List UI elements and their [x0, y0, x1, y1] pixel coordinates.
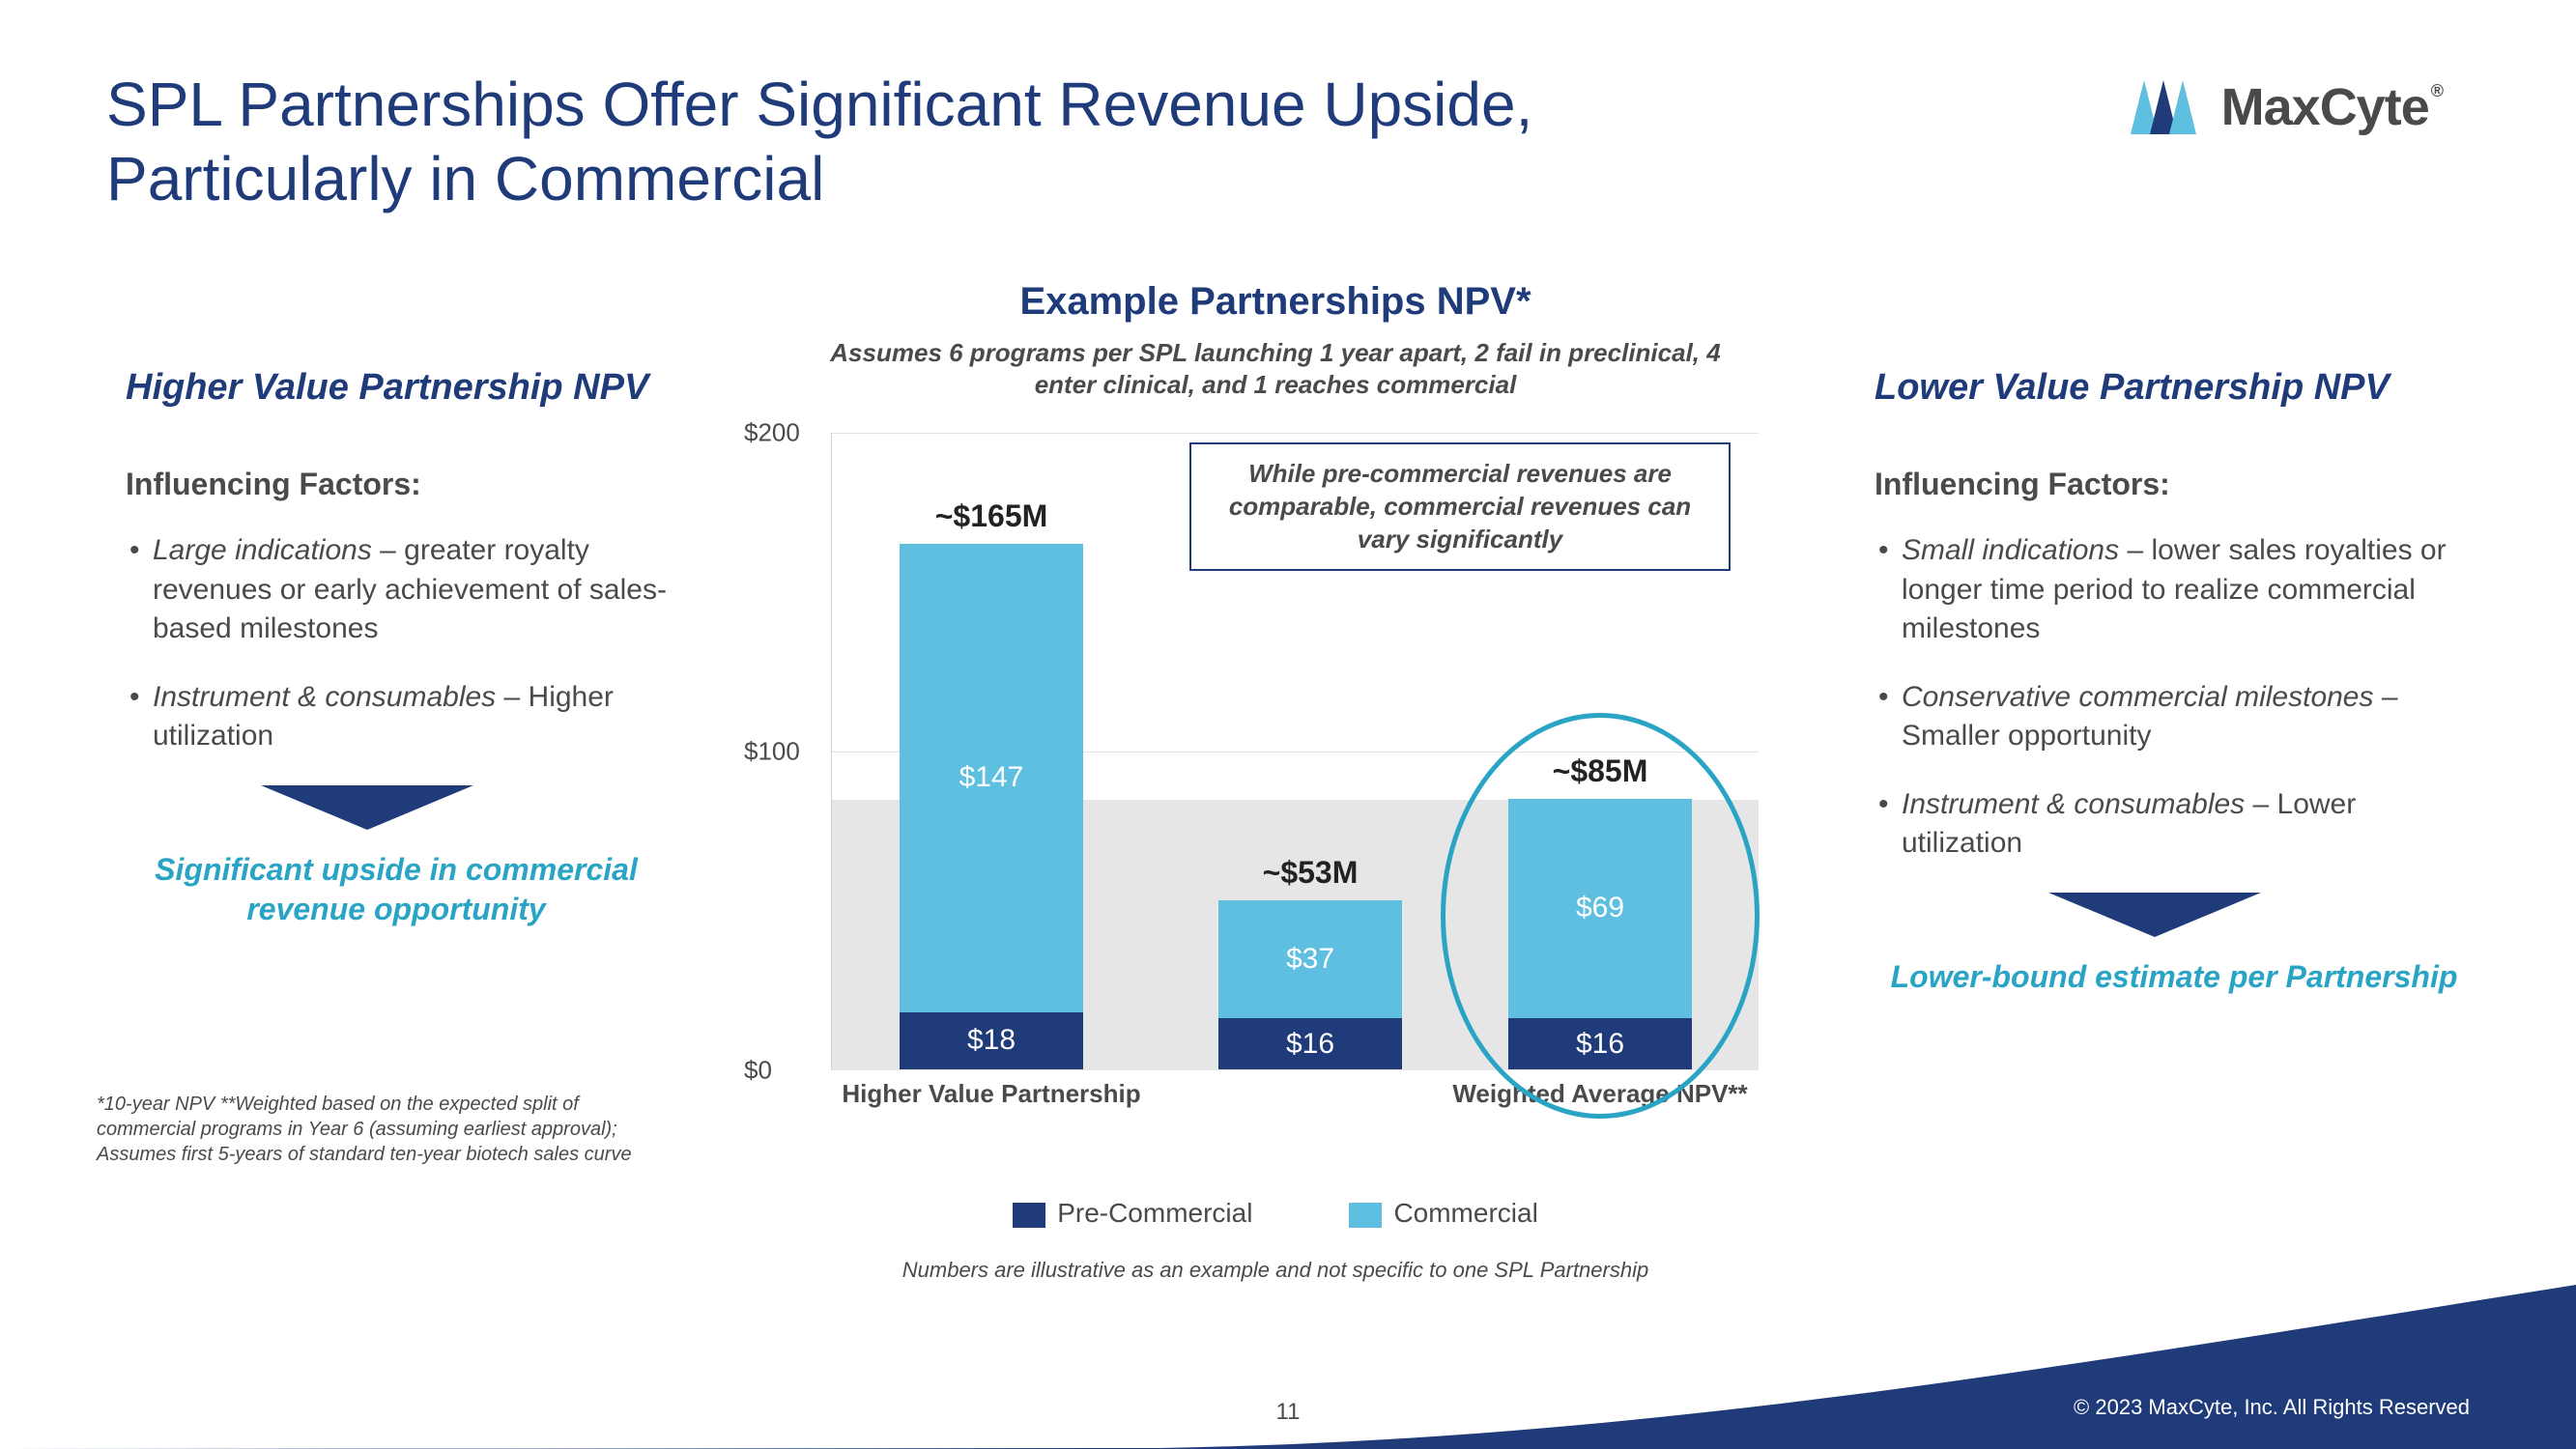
- copyright: © 2023 MaxCyte, Inc. All Rights Reserved: [2074, 1395, 2470, 1420]
- page-title: SPL Partnerships Offer Significant Reven…: [106, 68, 1701, 216]
- left-column: Higher Value Partnership NPV Influencing…: [126, 367, 667, 930]
- page-number: 11: [1276, 1399, 1301, 1426]
- bar-seg-commercial: $37: [1218, 900, 1402, 1018]
- left-col-title: Higher Value Partnership NPV: [126, 367, 667, 409]
- logo-mark-icon: [2131, 80, 2208, 134]
- bar-x-label: Higher Value Partnership: [837, 1069, 1146, 1109]
- right-bullet-3: Instrument & consumables – Lower utiliza…: [1875, 785, 2474, 864]
- logo-text: MaxCyte®: [2221, 77, 2441, 137]
- y-axis-label: $100: [744, 737, 800, 767]
- y-axis-label: $0: [744, 1056, 772, 1086]
- chart-title: Example Partnerships NPV*: [754, 280, 1797, 324]
- bar-total-label: ~$165M: [900, 498, 1083, 534]
- right-column: Lower Value Partnership NPV Influencing …: [1875, 367, 2474, 997]
- left-bullet-2: Instrument & consumables – Higher utiliz…: [126, 678, 667, 756]
- left-callout: Significant upside in commercial revenue…: [126, 850, 667, 930]
- right-factors-heading: Influencing Factors:: [1875, 467, 2474, 502]
- right-col-title: Lower Value Partnership NPV: [1875, 367, 2474, 409]
- bar-seg-commercial: $147: [900, 544, 1083, 1012]
- chart-region: Example Partnerships NPV* Assumes 6 prog…: [754, 280, 1797, 1283]
- right-bullet-1: Small indications – lower sales royaltie…: [1875, 531, 2474, 649]
- bar-group: $37$16~$53M: [1218, 900, 1402, 1069]
- legend-commercial: Commercial: [1349, 1198, 1537, 1229]
- legend-precommercial: Pre-Commercial: [1013, 1198, 1252, 1229]
- chart-annotation-box: While pre-commercial revenues are compar…: [1189, 442, 1731, 571]
- y-axis-label: $200: [744, 418, 800, 448]
- arrow-down-icon: [261, 785, 667, 835]
- bar-seg-precommercial: $16: [1218, 1018, 1402, 1069]
- logo: MaxCyte®: [2131, 77, 2441, 137]
- bar-x-label: [1156, 1069, 1465, 1079]
- chart-plot: $147$18~$165MHigher Value Partnership$37…: [754, 413, 1797, 1148]
- right-bullet-2: Conservative commercial milestones – Sma…: [1875, 678, 2474, 756]
- left-factors-heading: Influencing Factors:: [126, 467, 667, 502]
- bar-seg-precommercial: $18: [900, 1012, 1083, 1069]
- arrow-down-icon: [2048, 893, 2474, 942]
- bar-total-label: ~$53M: [1218, 855, 1402, 891]
- highlight-ellipse: [1441, 713, 1760, 1119]
- left-bullet-1: Large indications – greater royalty reve…: [126, 531, 667, 649]
- bar-group: $147$18~$165MHigher Value Partnership: [900, 544, 1083, 1069]
- footnote-left: *10-year NPV **Weighted based on the exp…: [97, 1092, 676, 1167]
- right-callout: Lower-bound estimate per Partnership: [1875, 957, 2474, 998]
- chart-legend: Pre-Commercial Commercial: [754, 1198, 1797, 1229]
- chart-subtitle: Assumes 6 programs per SPL launching 1 y…: [826, 337, 1725, 400]
